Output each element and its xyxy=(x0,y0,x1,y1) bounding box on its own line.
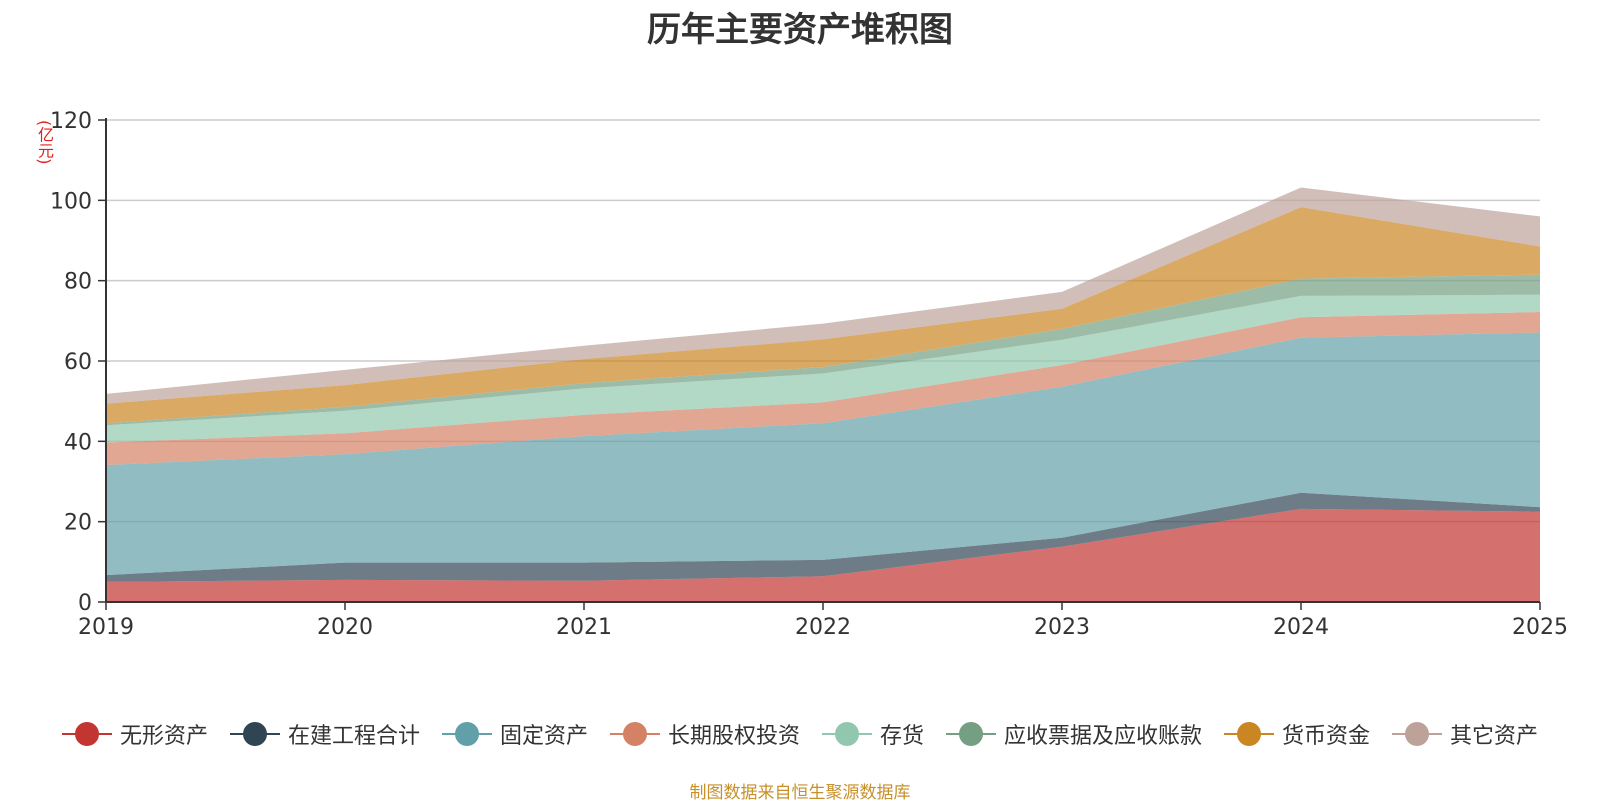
y-axis-unit-label: (亿元) xyxy=(35,120,54,165)
chart-legend: 无形资产 在建工程合计 固定资产 长期股权投资 存货 应收票据及应收账款 货币资金 其它资产 xyxy=(0,718,1600,750)
x-tick-label: 2024 xyxy=(1273,615,1329,640)
legend-item-1[interactable]: 无形资产 xyxy=(61,718,208,750)
x-tick-label: 2020 xyxy=(317,615,373,640)
legend-item-5[interactable]: 存货 xyxy=(822,718,924,750)
legend-marker-icon xyxy=(1224,722,1275,746)
area-series-1 xyxy=(106,508,1540,602)
x-tick-label: 2019 xyxy=(78,615,134,640)
area-series-4 xyxy=(106,311,1540,466)
axes: 0 20 40 60 80 100 120 2019 2020 2021 2022 2023 2024 2… xyxy=(50,109,1568,640)
legend-label: 无形资产 xyxy=(119,724,208,749)
legend-label: 货币资金 xyxy=(1282,724,1371,749)
legend-marker-icon xyxy=(946,722,997,746)
legend-label: 长期股权投资 xyxy=(667,724,800,749)
y-tick-label: 120 xyxy=(50,109,92,134)
legend-item-8[interactable]: 其它资产 xyxy=(1392,718,1538,750)
area-series-5 xyxy=(106,294,1540,443)
area-series-3 xyxy=(106,332,1540,576)
legend-marker-icon xyxy=(229,722,280,746)
legend-marker-icon xyxy=(1392,722,1443,746)
legend-label: 固定资产 xyxy=(499,724,588,749)
y-tick-label: 80 xyxy=(64,270,92,295)
area-series-8 xyxy=(106,187,1540,404)
x-tick-label: 2023 xyxy=(1034,615,1090,640)
legend-label: 其它资产 xyxy=(1450,724,1539,749)
legend-item-7[interactable]: 货币资金 xyxy=(1224,718,1370,750)
legend-marker-icon xyxy=(61,722,112,746)
y-tick-label: 100 xyxy=(50,189,92,214)
x-tick-label: 2022 xyxy=(795,615,851,640)
area-series-2 xyxy=(106,492,1540,582)
legend-item-3[interactable]: 固定资产 xyxy=(441,718,588,750)
x-tick-label: 2021 xyxy=(556,615,612,640)
y-tick-label: 40 xyxy=(64,430,92,455)
legend-label: 应收票据及应收账款 xyxy=(1004,724,1203,749)
y-tick-label: 20 xyxy=(64,511,92,536)
area-series-7 xyxy=(106,207,1540,424)
area-series-6 xyxy=(106,274,1540,426)
y-tick-label: 0 xyxy=(78,591,92,616)
legend-item-2[interactable]: 在建工程合计 xyxy=(229,718,420,750)
legend-label: 存货 xyxy=(880,724,925,749)
data-source-note: 制图数据来自恒生聚源数据库 xyxy=(689,783,911,803)
area-series-layer xyxy=(106,187,1540,602)
y-tick-label: 60 xyxy=(64,350,92,375)
x-tick-label: 2025 xyxy=(1512,615,1568,640)
chart-title: 历年主要资产堆积图 xyxy=(647,10,953,50)
legend-item-6[interactable]: 应收票据及应收账款 xyxy=(946,718,1202,750)
legend-marker-icon xyxy=(609,722,660,746)
legend-marker-icon xyxy=(441,722,492,746)
legend-label: 在建工程合计 xyxy=(287,724,420,749)
legend-marker-icon xyxy=(822,722,872,746)
legend-item-4[interactable]: 长期股权投资 xyxy=(609,718,800,750)
